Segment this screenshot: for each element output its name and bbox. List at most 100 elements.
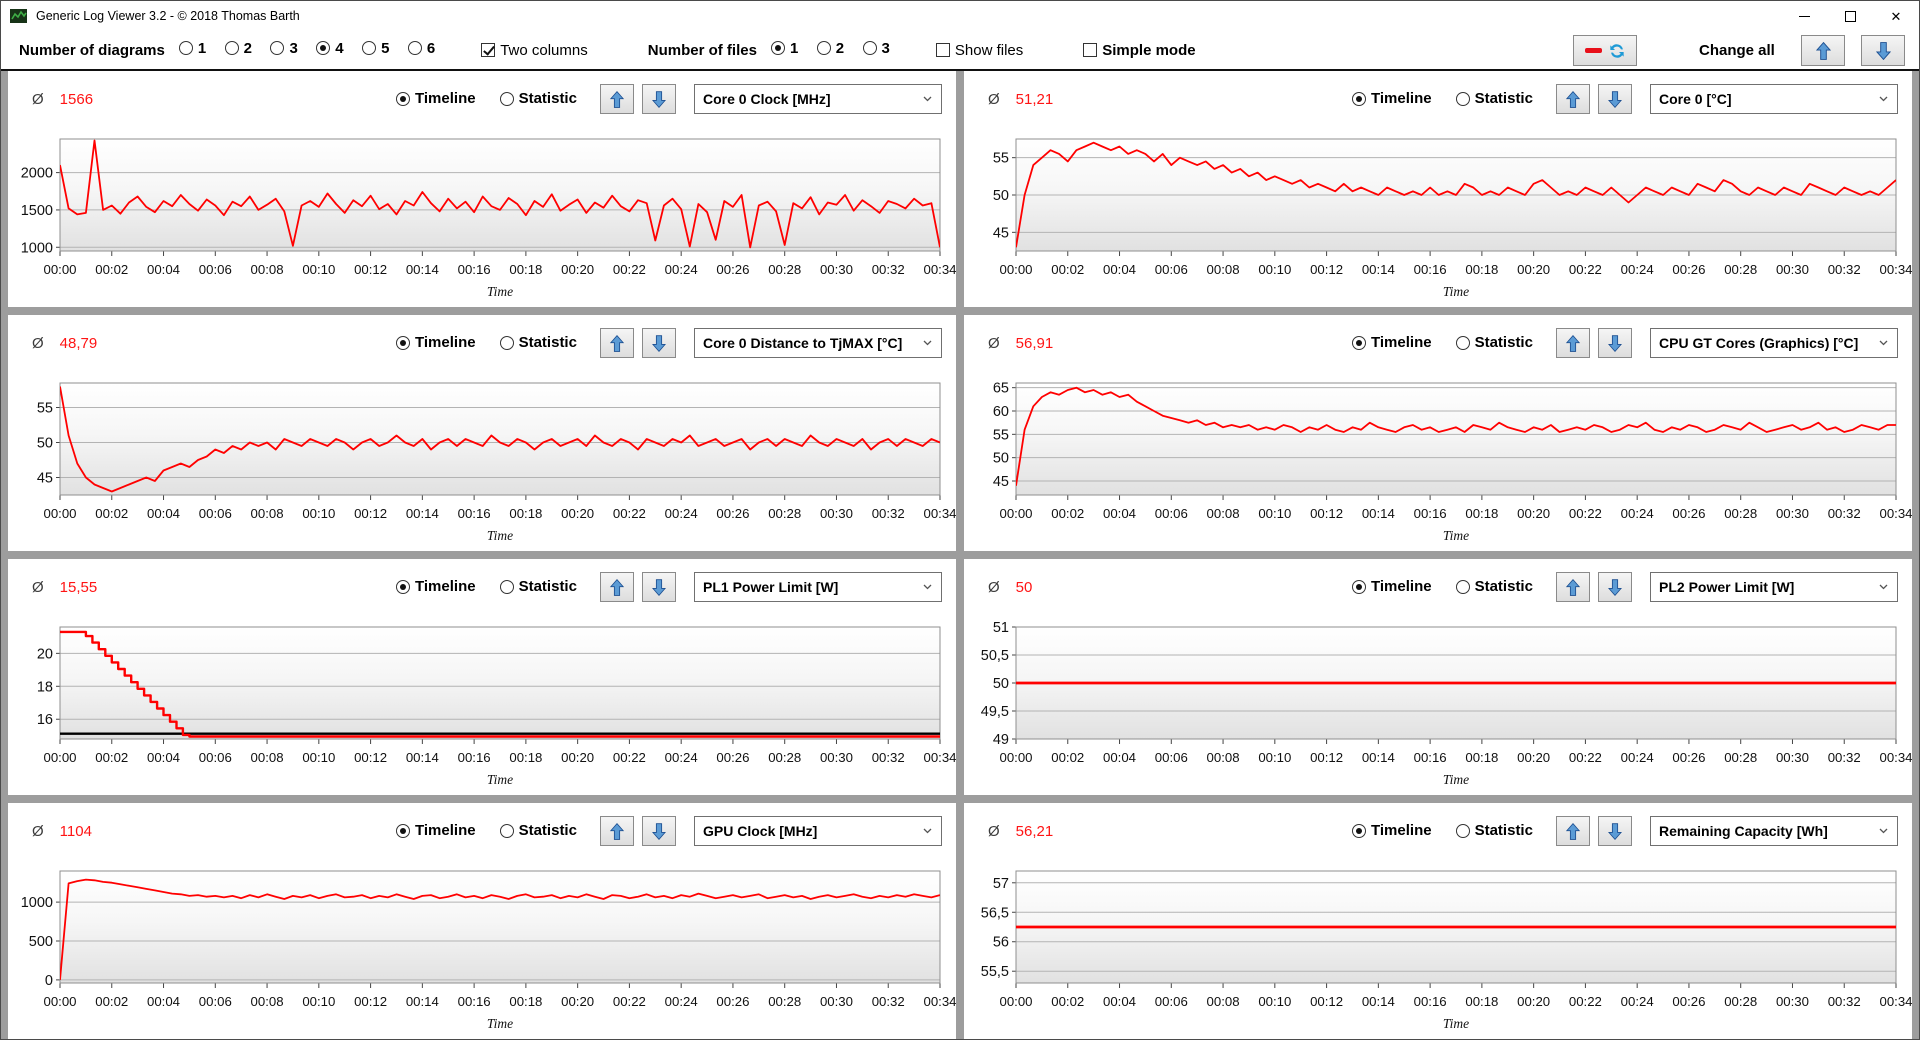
files-radio-3[interactable]: 3 xyxy=(862,40,890,57)
move-metric-up-button[interactable] xyxy=(600,572,634,602)
svg-text:00:32: 00:32 xyxy=(1828,750,1861,765)
move-metric-up-button[interactable] xyxy=(600,328,634,358)
svg-text:00:24: 00:24 xyxy=(665,994,698,1009)
redraw-button[interactable] xyxy=(1573,35,1637,66)
chevron-down-icon xyxy=(1879,340,1888,346)
move-metric-down-button[interactable] xyxy=(642,816,676,846)
svg-text:55: 55 xyxy=(993,151,1009,167)
timeline-radio[interactable]: Timeline xyxy=(1352,578,1432,595)
diagrams-radio-2[interactable]: 2 xyxy=(224,40,252,57)
move-metric-down-button[interactable] xyxy=(642,328,676,358)
timeline-radio[interactable]: Timeline xyxy=(1352,90,1432,107)
svg-text:65: 65 xyxy=(993,381,1009,397)
metric-select[interactable]: CPU GT Cores (Graphics) [°C] xyxy=(1650,328,1898,358)
statistic-radio[interactable]: Statistic xyxy=(1455,90,1533,107)
diagrams-radio-6[interactable]: 6 xyxy=(407,40,435,57)
svg-text:00:08: 00:08 xyxy=(1207,994,1240,1009)
move-metric-up-button[interactable] xyxy=(1556,816,1590,846)
files-radio-1[interactable]: 1 xyxy=(770,40,798,57)
svg-text:00:20: 00:20 xyxy=(1517,262,1550,277)
change-all-up-button[interactable] xyxy=(1801,35,1845,66)
svg-text:00:04: 00:04 xyxy=(1103,262,1136,277)
arrow-up-icon xyxy=(610,578,624,596)
svg-text:55,5: 55,5 xyxy=(981,964,1009,980)
arrow-down-icon xyxy=(1875,41,1891,60)
svg-text:00:32: 00:32 xyxy=(872,506,905,521)
timeline-radio[interactable]: Timeline xyxy=(396,90,476,107)
diagrams-radio-1[interactable]: 1 xyxy=(178,40,206,57)
svg-text:00:06: 00:06 xyxy=(1155,750,1188,765)
move-metric-down-button[interactable] xyxy=(642,84,676,114)
show-files-checkbox[interactable]: Show files xyxy=(935,42,1023,59)
metric-select[interactable]: GPU Clock [MHz] xyxy=(694,816,942,846)
move-metric-up-button[interactable] xyxy=(600,816,634,846)
svg-text:49,5: 49,5 xyxy=(981,704,1009,720)
move-metric-up-button[interactable] xyxy=(1556,572,1590,602)
move-metric-down-button[interactable] xyxy=(642,572,676,602)
minimize-button[interactable] xyxy=(1781,1,1827,31)
timeline-radio[interactable]: Timeline xyxy=(396,822,476,839)
svg-text:500: 500 xyxy=(29,934,53,950)
diagrams-radio-5[interactable]: 5 xyxy=(362,40,389,57)
move-metric-down-button[interactable] xyxy=(1598,816,1632,846)
change-all-down-button[interactable] xyxy=(1861,35,1905,66)
move-metric-up-button[interactable] xyxy=(1556,84,1590,114)
statistic-radio[interactable]: Statistic xyxy=(1455,578,1533,595)
svg-text:51: 51 xyxy=(993,620,1009,636)
timeline-radio[interactable]: Timeline xyxy=(396,578,476,595)
average-symbol: Ø xyxy=(32,91,44,108)
svg-text:00:18: 00:18 xyxy=(509,750,542,765)
metric-select[interactable]: Remaining Capacity [Wh] xyxy=(1650,816,1898,846)
move-metric-down-button[interactable] xyxy=(1598,84,1632,114)
svg-text:00:26: 00:26 xyxy=(716,262,749,277)
metric-select-value: Core 0 [°C] xyxy=(1659,91,1732,107)
metric-select[interactable]: Core 0 Clock [MHz] xyxy=(694,84,942,114)
metric-select-value: PL1 Power Limit [W] xyxy=(703,579,839,595)
metric-select[interactable]: Core 0 Distance to TjMAX [°C] xyxy=(694,328,942,358)
files-radio-2[interactable]: 2 xyxy=(816,40,844,57)
svg-text:00:12: 00:12 xyxy=(1310,750,1343,765)
simple-mode-checkbox[interactable]: Simple mode xyxy=(1083,42,1196,59)
timeline-chart: 45 50 55 00:00 00:02 00:04 00:06 00:08 00:10 00:1… xyxy=(37,382,956,543)
radio-icon xyxy=(499,579,514,594)
timeline-radio[interactable]: Timeline xyxy=(1352,334,1432,351)
metric-select[interactable]: PL2 Power Limit [W] xyxy=(1650,572,1898,602)
chevron-down-icon xyxy=(923,828,932,834)
timeline-radio[interactable]: Timeline xyxy=(1352,822,1432,839)
statistic-radio[interactable]: Statistic xyxy=(1455,334,1533,351)
maximize-button[interactable] xyxy=(1827,1,1873,31)
move-metric-down-button[interactable] xyxy=(1598,328,1632,358)
average-symbol: Ø xyxy=(988,579,1000,596)
average-symbol: Ø xyxy=(32,823,44,840)
svg-text:00:14: 00:14 xyxy=(406,506,439,521)
statistic-radio[interactable]: Statistic xyxy=(499,578,577,595)
arrow-down-icon xyxy=(1608,90,1622,108)
average-value: 51,21 xyxy=(1015,91,1054,108)
metric-select[interactable]: Core 0 [°C] xyxy=(1650,84,1898,114)
svg-text:00:00: 00:00 xyxy=(43,506,76,521)
statistic-radio[interactable]: Statistic xyxy=(1455,822,1533,839)
move-metric-up-button[interactable] xyxy=(1556,328,1590,358)
statistic-radio[interactable]: Statistic xyxy=(499,90,577,107)
svg-text:00:34: 00:34 xyxy=(923,750,956,765)
svg-text:00:00: 00:00 xyxy=(999,262,1032,277)
svg-text:00:10: 00:10 xyxy=(1258,506,1291,521)
diagrams-radio-4[interactable]: 4 xyxy=(316,40,344,57)
svg-text:Time: Time xyxy=(1443,528,1469,543)
statistic-radio[interactable]: Statistic xyxy=(499,334,577,351)
svg-text:00:10: 00:10 xyxy=(1258,262,1291,277)
two-columns-checkbox[interactable]: Two columns xyxy=(481,42,588,59)
diagrams-radio-3[interactable]: 3 xyxy=(270,40,298,57)
close-button[interactable]: ✕ xyxy=(1873,1,1919,31)
svg-text:00:12: 00:12 xyxy=(354,506,387,521)
svg-text:00:30: 00:30 xyxy=(1776,750,1809,765)
svg-text:2000: 2000 xyxy=(21,166,53,182)
metric-select[interactable]: PL1 Power Limit [W] xyxy=(694,572,942,602)
radio-icon xyxy=(1455,823,1470,838)
radio-icon xyxy=(362,41,377,56)
move-metric-up-button[interactable] xyxy=(600,84,634,114)
timeline-radio[interactable]: Timeline xyxy=(396,334,476,351)
move-metric-down-button[interactable] xyxy=(1598,572,1632,602)
statistic-radio[interactable]: Statistic xyxy=(499,822,577,839)
maximize-icon xyxy=(1844,10,1856,22)
